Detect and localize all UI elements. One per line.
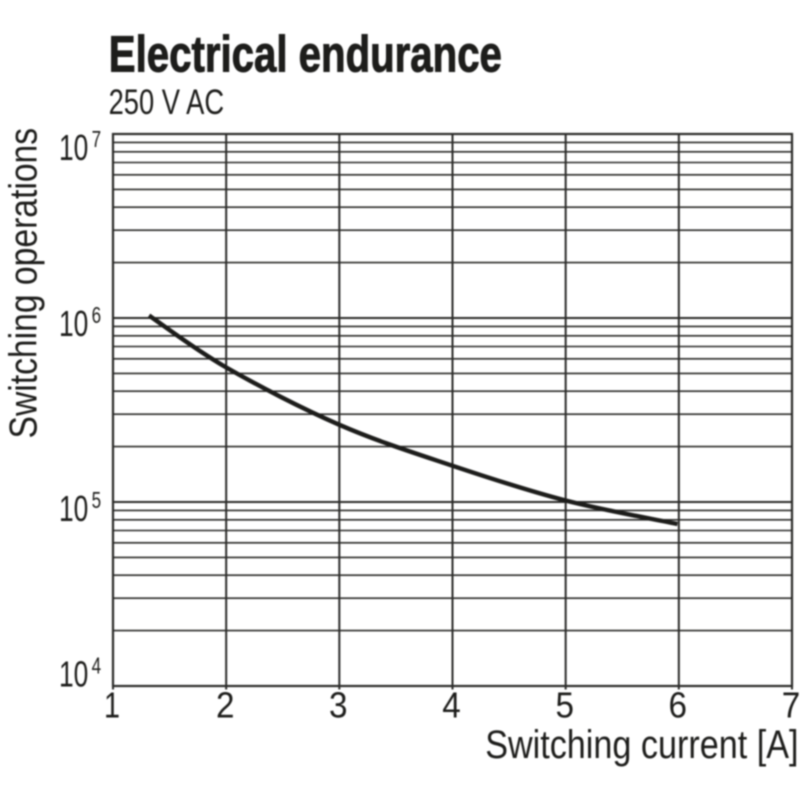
svg-text:10: 10: [59, 488, 88, 529]
svg-text:5: 5: [555, 685, 574, 726]
svg-text:2: 2: [216, 685, 235, 726]
svg-text:10: 10: [59, 303, 88, 344]
svg-text:6: 6: [92, 302, 102, 328]
svg-text:6: 6: [669, 685, 688, 726]
svg-text:5: 5: [92, 487, 102, 513]
svg-text:4: 4: [442, 685, 461, 726]
svg-text:1: 1: [104, 685, 120, 726]
svg-text:4: 4: [92, 653, 102, 679]
svg-text:7: 7: [782, 685, 800, 726]
svg-text:Switching operations: Switching operations: [3, 128, 46, 439]
svg-text:3: 3: [329, 685, 348, 726]
svg-text:10: 10: [59, 127, 88, 168]
svg-text:7: 7: [92, 126, 102, 152]
svg-text:Switching current [A]: Switching current [A]: [485, 723, 798, 767]
svg-text:10: 10: [59, 654, 88, 695]
svg-text:Electrical endurance: Electrical endurance: [109, 26, 502, 83]
svg-text:250 V AC: 250 V AC: [109, 83, 225, 122]
